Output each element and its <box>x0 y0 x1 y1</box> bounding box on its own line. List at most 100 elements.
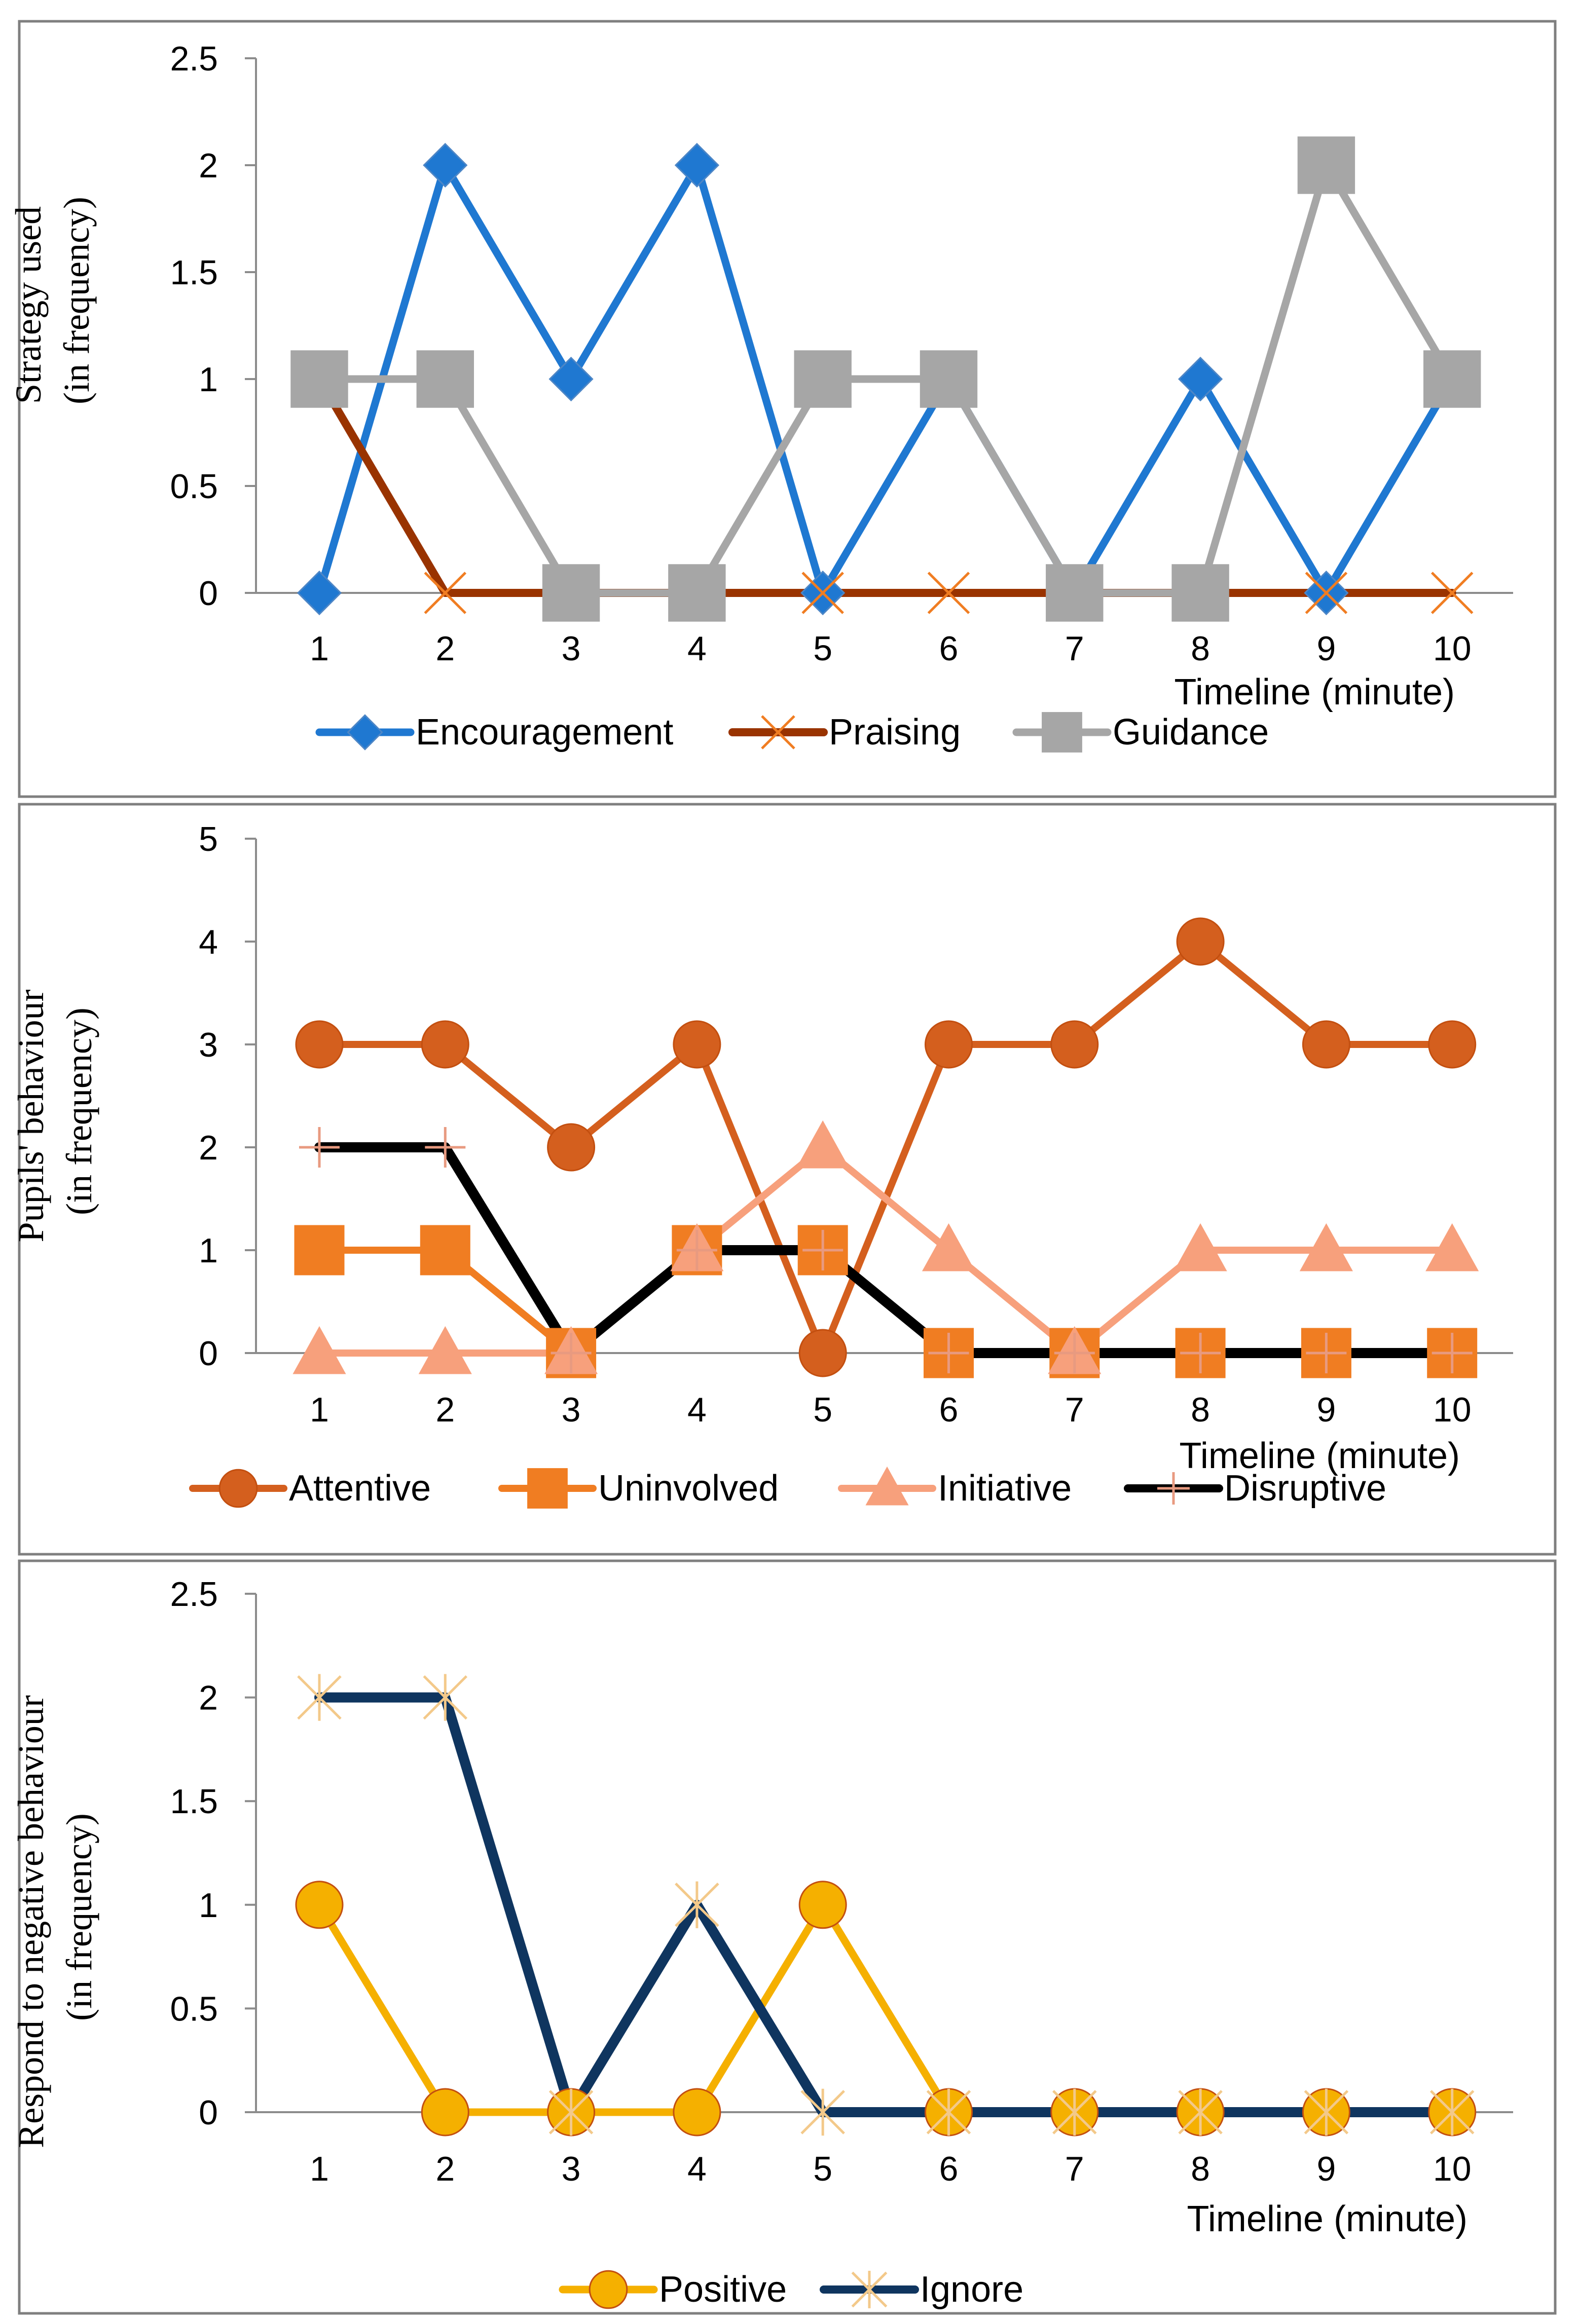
behaviour-point-attentive <box>925 1020 973 1069</box>
behaviour-point-attentive <box>1050 1020 1099 1069</box>
strategy-series-line-encouragement <box>315 161 1456 597</box>
strategy-series-line-guidance <box>315 161 1456 597</box>
strategy-point-guidance <box>1297 136 1355 194</box>
strategy-point-guidance <box>1171 564 1229 622</box>
response-legend-label: Ignore <box>920 2269 1023 2310</box>
response-y-axis-label-line-2: (in frequency) <box>59 1813 99 2021</box>
behaviour-point-disruptive <box>1180 1333 1221 1373</box>
strategy-y-axis-label: Strategy used (in frequency) <box>8 197 97 404</box>
behaviour-series-points-initiative <box>292 1120 1479 1374</box>
behaviour-y-axis-label-line-2: (in frequency) <box>59 1007 99 1215</box>
behaviour-x-tick-label: 6 <box>939 1391 959 1429</box>
strategy-series-line-praising <box>315 375 1456 597</box>
behaviour-point-disruptive <box>928 1333 969 1373</box>
response-x-tick-label: 7 <box>1065 2150 1084 2188</box>
strategy-y-tick-label: 1.5 <box>170 253 218 292</box>
response-point-positive <box>798 1881 847 1929</box>
behaviour-x-tick-label: 7 <box>1065 1391 1084 1429</box>
response-chart-frame <box>18 1559 1557 2315</box>
response-x-tick-label: 4 <box>687 2150 707 2188</box>
behaviour-x-tick-label: 8 <box>1191 1391 1210 1429</box>
behaviour-point-initiative <box>292 1326 346 1374</box>
behaviour-x-tick-label: 10 <box>1433 1391 1472 1429</box>
response-y-tick-label: 2 <box>199 1679 218 1717</box>
response-point-positive <box>421 2088 469 2136</box>
behaviour-chart-panel: Pupils' behaviour (in frequency) 0 1 2 3 4 5 1… <box>11 803 1557 1556</box>
strategy-point-guidance <box>290 350 348 408</box>
behaviour-series-points-disruptive <box>299 1127 1473 1373</box>
strategy-point-guidance <box>668 564 726 622</box>
response-y-axis-label-line-1: Respond to negative behaviour <box>11 1695 51 2148</box>
behaviour-x-tick-label: 1 <box>310 1391 329 1429</box>
behaviour-point-initiative <box>1299 1223 1353 1271</box>
strategy-x-tick-label: 5 <box>813 629 832 668</box>
response-y-tick-label: 0 <box>199 2093 218 2132</box>
behaviour-point-disruptive <box>551 1333 592 1373</box>
response-x-axis-label: Timeline (minute) <box>1187 2199 1467 2239</box>
response-legend-swatch-marker <box>851 2271 888 2308</box>
strategy-legend-item-praising: Praising <box>728 712 961 753</box>
behaviour-y-tick-label: 2 <box>199 1129 218 1167</box>
strategy-y-tick-label: 0 <box>199 574 218 613</box>
behaviour-point-attentive <box>1176 917 1225 966</box>
behaviour-legend-label: Disruptive <box>1224 1468 1386 1509</box>
response-x-tick-label: 3 <box>562 2150 581 2188</box>
strategy-point-encouragement <box>548 356 594 402</box>
response-point-positive <box>673 2088 721 2136</box>
behaviour-point-attentive <box>798 1329 847 1377</box>
behaviour-point-disruptive <box>802 1230 843 1270</box>
response-series-points-ignore <box>297 1674 1475 2136</box>
behaviour-point-attentive <box>1428 1020 1477 1069</box>
behaviour-point-attentive <box>295 1020 344 1069</box>
strategy-point-guidance <box>1046 564 1104 622</box>
strategy-legend-label: Encouragement <box>416 712 673 753</box>
response-x-tick-label: 5 <box>813 2150 832 2188</box>
strategy-legend-swatch-marker <box>1042 712 1082 753</box>
strategy-point-guidance <box>542 564 600 622</box>
response-point-ignore <box>297 1674 342 1721</box>
response-point-ignore <box>1178 2088 1223 2136</box>
behaviour-legend: Attentive Uninvolved Initiative Disruptive <box>189 1466 1386 1509</box>
behaviour-series-points-attentive <box>295 917 1477 1377</box>
response-legend-item-positive: Positive <box>559 2269 787 2310</box>
behaviour-x-tick-label: 4 <box>687 1391 707 1429</box>
response-point-ignore <box>1304 2088 1349 2136</box>
behaviour-x-tick-label: 5 <box>813 1391 832 1429</box>
behaviour-y-tick-label: 4 <box>199 923 218 961</box>
response-series-line-ignore <box>314 1692 1457 2117</box>
response-x-tick-label: 1 <box>310 2150 329 2188</box>
behaviour-point-initiative <box>1425 1223 1479 1271</box>
behaviour-y-tick-label: 3 <box>199 1026 218 1064</box>
strategy-legend-label: Praising <box>829 712 961 753</box>
response-x-tick-label: 9 <box>1316 2150 1336 2188</box>
strategy-point-guidance <box>416 350 474 408</box>
response-y-tick-label: 2.5 <box>170 1575 218 1614</box>
strategy-legend-swatch-marker <box>347 714 383 751</box>
behaviour-point-disruptive <box>299 1127 340 1168</box>
strategy-x-tick-label: 9 <box>1316 629 1336 668</box>
strategy-y-tick-label: 2 <box>199 146 218 185</box>
behaviour-x-axis-label: Timeline (minute) <box>1180 1436 1460 1476</box>
strategy-x-tick-label: 2 <box>435 629 455 668</box>
response-plot-area: 0 0.5 1 1.5 2 2.5 1 2 3 4 5 6 7 8 9 10 <box>170 1575 1513 2188</box>
behaviour-x-tick-label: 3 <box>562 1391 581 1429</box>
behaviour-legend-item-uninvolved: Uninvolved <box>498 1468 779 1509</box>
response-point-ignore <box>675 1881 719 1928</box>
behaviour-legend-swatch-marker <box>865 1466 909 1506</box>
behaviour-point-attentive <box>547 1123 596 1172</box>
behaviour-point-attentive <box>673 1020 721 1069</box>
strategy-point-praising <box>1305 572 1348 614</box>
strategy-legend-label: Guidance <box>1113 712 1269 753</box>
strategy-x-tick-label: 10 <box>1433 629 1472 668</box>
response-y-tick-label: 0.5 <box>170 1990 218 2028</box>
strategy-x-tick-label: 7 <box>1065 629 1084 668</box>
behaviour-point-attentive <box>421 1020 469 1069</box>
strategy-point-praising <box>927 572 970 614</box>
response-legend-item-ignore: Ignore <box>820 2269 1023 2310</box>
behaviour-y-axis-label-line-1: Pupils' behaviour <box>11 990 51 1243</box>
behaviour-point-uninvolved <box>294 1225 345 1276</box>
behaviour-legend-swatch-marker <box>527 1468 568 1509</box>
strategy-y-tick-label: 1 <box>199 360 218 399</box>
response-x-tick-label: 8 <box>1191 2150 1210 2188</box>
